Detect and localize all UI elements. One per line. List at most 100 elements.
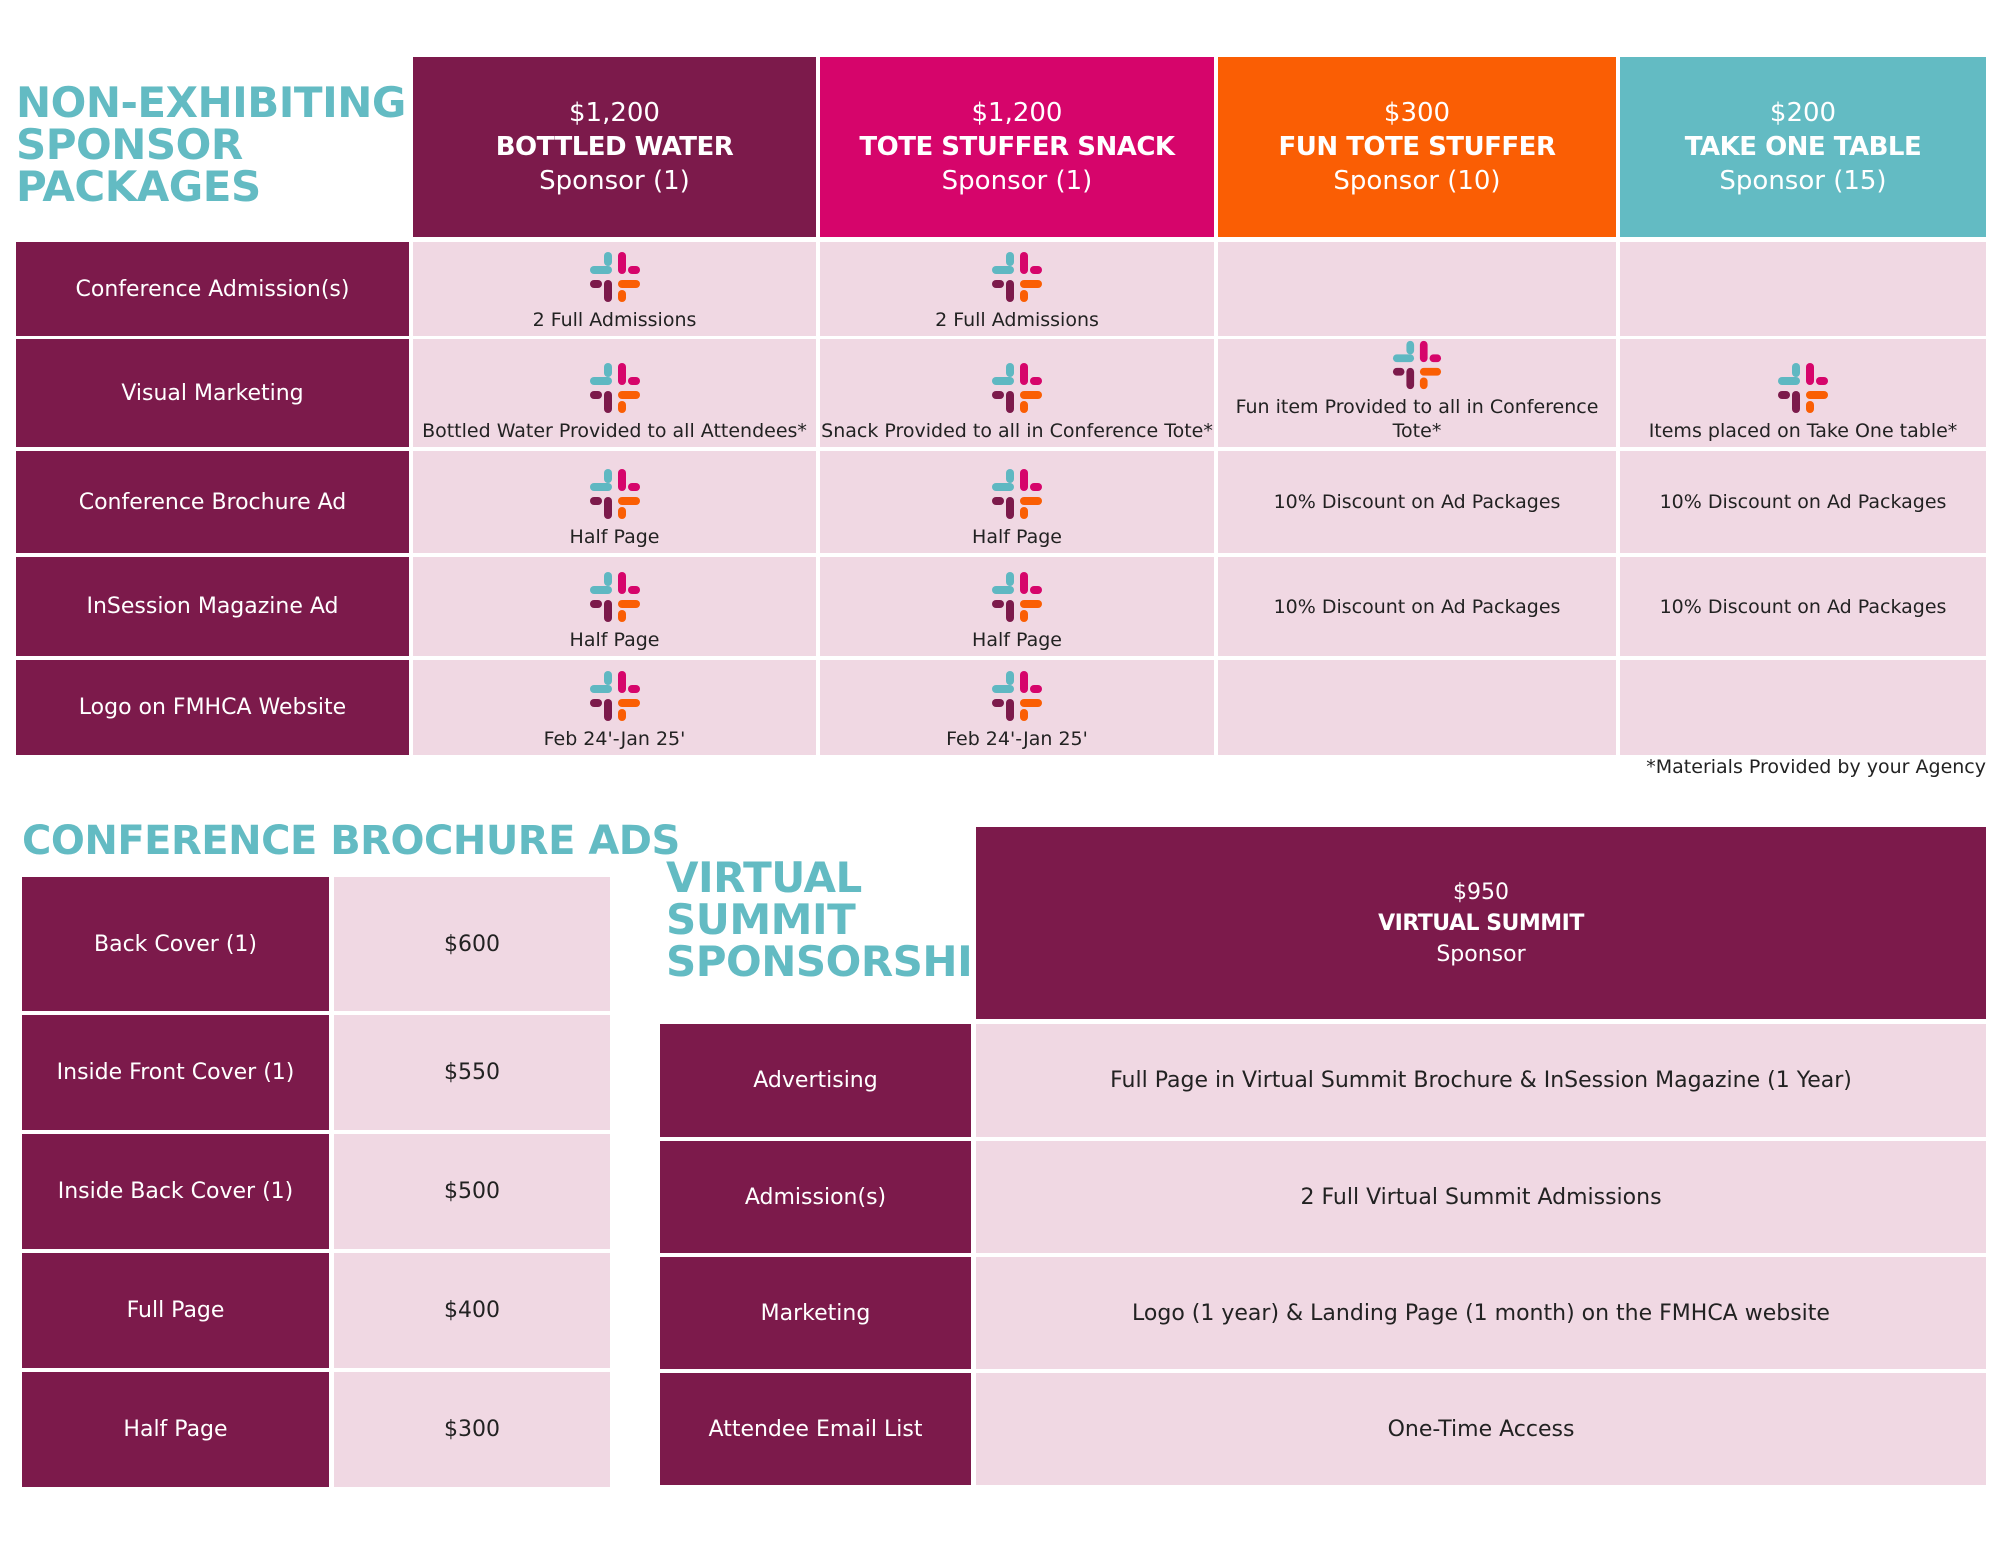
- benefit-text: 10% Discount on Ad Packages: [1659, 595, 1947, 618]
- slack-logo-icon: [992, 469, 1042, 519]
- virtual-summit-name: VIRTUAL SUMMIT: [1378, 910, 1584, 936]
- benefit-text: Feb 24'-Jan 25': [543, 728, 686, 750]
- benefit-cell: Items placed on Take One table*: [1620, 339, 1986, 447]
- summit-benefit-value-text: 2 Full Virtual Summit Admissions: [1300, 1184, 1662, 1210]
- ad-size-text: Half Page: [123, 1417, 228, 1442]
- benefit-cell: Half Page: [820, 451, 1214, 553]
- package-price: $300: [1383, 98, 1451, 128]
- summit-benefit-label-text: Marketing: [760, 1300, 871, 1326]
- ad-price-cell: $500: [334, 1134, 610, 1249]
- ad-price: $300: [444, 1417, 500, 1442]
- package-sponsor-count: Sponsor (15): [1719, 166, 1887, 196]
- package-header-take-one-table: $200 TAKE ONE TABLE Sponsor (15): [1620, 57, 1986, 237]
- package-sponsor-count: Sponsor (10): [1333, 166, 1501, 196]
- benefit-text: Fun item Provided to all in Conference T…: [1235, 396, 1599, 442]
- package-price: $1,200: [971, 98, 1063, 128]
- virtual-summit-header: $950 VIRTUAL SUMMIT Sponsor: [976, 827, 1986, 1019]
- package-header-bottled-water: $1,200 BOTTLED WATER Sponsor (1): [413, 57, 816, 237]
- summit-benefit-value: 2 Full Virtual Summit Admissions: [976, 1141, 1986, 1253]
- non-exhibiting-title: NON-EXHIBITING SPONSOR PACKAGES: [16, 82, 406, 208]
- summit-benefit-value-text: Logo (1 year) & Landing Page (1 month) o…: [1132, 1300, 1830, 1326]
- slack-logo-icon: [589, 469, 640, 519]
- row-label-text: Conference Brochure Ad: [78, 489, 347, 515]
- title-line: NON-EXHIBITING: [16, 78, 406, 127]
- summit-benefit-label-text: Advertising: [753, 1068, 878, 1093]
- summit-benefit-label: Admission(s): [660, 1141, 971, 1253]
- benefit-text: Items placed on Take One table*: [1648, 420, 1958, 442]
- ad-size-text: Full Page: [126, 1298, 225, 1323]
- slack-logo-icon: [992, 572, 1042, 622]
- slack-logo-icon: [589, 363, 640, 413]
- ad-price: $600: [444, 931, 500, 957]
- summit-benefit-value-text: Full Page in Virtual Summit Brochure & I…: [1110, 1068, 1852, 1093]
- benefit-cell: Feb 24'-Jan 25': [413, 660, 816, 755]
- package-name: FUN TOTE STUFFER: [1278, 132, 1556, 162]
- ad-size-label: Half Page: [22, 1372, 329, 1487]
- brochure-ads-title: CONFERENCE BROCHURE ADS: [22, 818, 680, 864]
- slack-logo-icon: [992, 671, 1042, 721]
- summit-benefit-label: Advertising: [660, 1024, 971, 1137]
- ad-price: $400: [444, 1298, 500, 1323]
- package-sponsor-count: Sponsor (1): [941, 166, 1093, 196]
- row-label: Conference Brochure Ad: [16, 451, 409, 553]
- package-price: $1,200: [569, 98, 660, 128]
- benefit-text: Half Page: [972, 526, 1062, 548]
- row-label-text: Logo on FMHCA Website: [78, 695, 347, 720]
- benefit-cell: Half Page: [413, 557, 816, 656]
- title-line: SPONSORSHIP: [666, 937, 1003, 986]
- benefit-cell: 10% Discount on Ad Packages: [1620, 451, 1986, 553]
- benefit-text: 10% Discount on Ad Packages: [1273, 491, 1561, 513]
- ad-price-cell: $600: [334, 877, 610, 1011]
- ad-price: $500: [444, 1179, 500, 1204]
- title-line: SPONSOR: [16, 120, 243, 169]
- benefit-cell: 2 Full Admissions: [820, 242, 1214, 336]
- row-label: InSession Magazine Ad: [16, 557, 409, 656]
- title-line: SUMMIT: [666, 895, 856, 944]
- benefit-text: Feb 24'-Jan 25': [946, 728, 1088, 750]
- benefit-cell: 10% Discount on Ad Packages: [1218, 557, 1616, 656]
- benefit-cell: [1620, 660, 1986, 755]
- benefit-cell: [1218, 242, 1616, 336]
- slack-logo-icon: [1778, 363, 1828, 413]
- summit-benefit-value: Logo (1 year) & Landing Page (1 month) o…: [976, 1257, 1986, 1369]
- title-line: PACKAGES: [16, 162, 261, 211]
- summit-benefit-value: One-Time Access: [976, 1373, 1986, 1485]
- row-label: Visual Marketing: [16, 339, 409, 447]
- package-header-fun-tote-stuffer: $300 FUN TOTE STUFFER Sponsor (10): [1218, 57, 1616, 237]
- benefit-text: 10% Discount on Ad Packages: [1273, 595, 1561, 618]
- ad-size-text: Inside Front Cover (1): [56, 1060, 295, 1085]
- benefit-cell: Half Page: [413, 451, 816, 553]
- package-price: $200: [1769, 98, 1837, 128]
- benefit-text: Bottled Water Provided to all Attendees*: [422, 420, 807, 442]
- benefit-text: Half Page: [569, 526, 660, 548]
- summit-benefit-label-text: Admission(s): [744, 1184, 887, 1210]
- benefit-cell: Feb 24'-Jan 25': [820, 660, 1214, 755]
- ad-size-label: Inside Front Cover (1): [22, 1015, 329, 1130]
- ad-price-cell: $300: [334, 1372, 610, 1487]
- row-label: Conference Admission(s): [16, 242, 409, 336]
- benefit-cell: 10% Discount on Ad Packages: [1218, 451, 1616, 553]
- summit-benefit-label: Marketing: [660, 1257, 971, 1369]
- summit-benefit-label-text: Attendee Email List: [708, 1416, 923, 1442]
- ad-size-label: Back Cover (1): [22, 877, 329, 1011]
- slack-logo-icon: [589, 671, 640, 721]
- row-label: Logo on FMHCA Website: [16, 660, 409, 755]
- package-sponsor-count: Sponsor (1): [539, 166, 690, 196]
- package-name: BOTTLED WATER: [495, 132, 734, 162]
- ad-price: $550: [444, 1060, 500, 1085]
- slack-logo-icon: [992, 252, 1042, 302]
- benefit-text: 2 Full Admissions: [532, 309, 697, 331]
- benefit-cell: Fun item Provided to all in Conference T…: [1218, 339, 1616, 447]
- benefit-cell: 2 Full Admissions: [413, 242, 816, 336]
- benefit-text: Snack Provided to all in Conference Tote…: [821, 420, 1213, 442]
- benefit-cell: Bottled Water Provided to all Attendees*: [413, 339, 816, 447]
- summit-benefit-label: Attendee Email List: [660, 1373, 971, 1485]
- summit-benefit-value-text: One-Time Access: [1387, 1416, 1575, 1442]
- virtual-summit-price: $950: [1453, 879, 1509, 905]
- ad-size-text: Inside Back Cover (1): [57, 1179, 294, 1204]
- virtual-summit-sponsor: Sponsor: [1436, 941, 1526, 967]
- benefit-text: Half Page: [569, 629, 660, 651]
- ad-price-cell: $550: [334, 1015, 610, 1130]
- benefit-text: 2 Full Admissions: [935, 309, 1099, 331]
- benefit-text: Half Page: [972, 629, 1062, 651]
